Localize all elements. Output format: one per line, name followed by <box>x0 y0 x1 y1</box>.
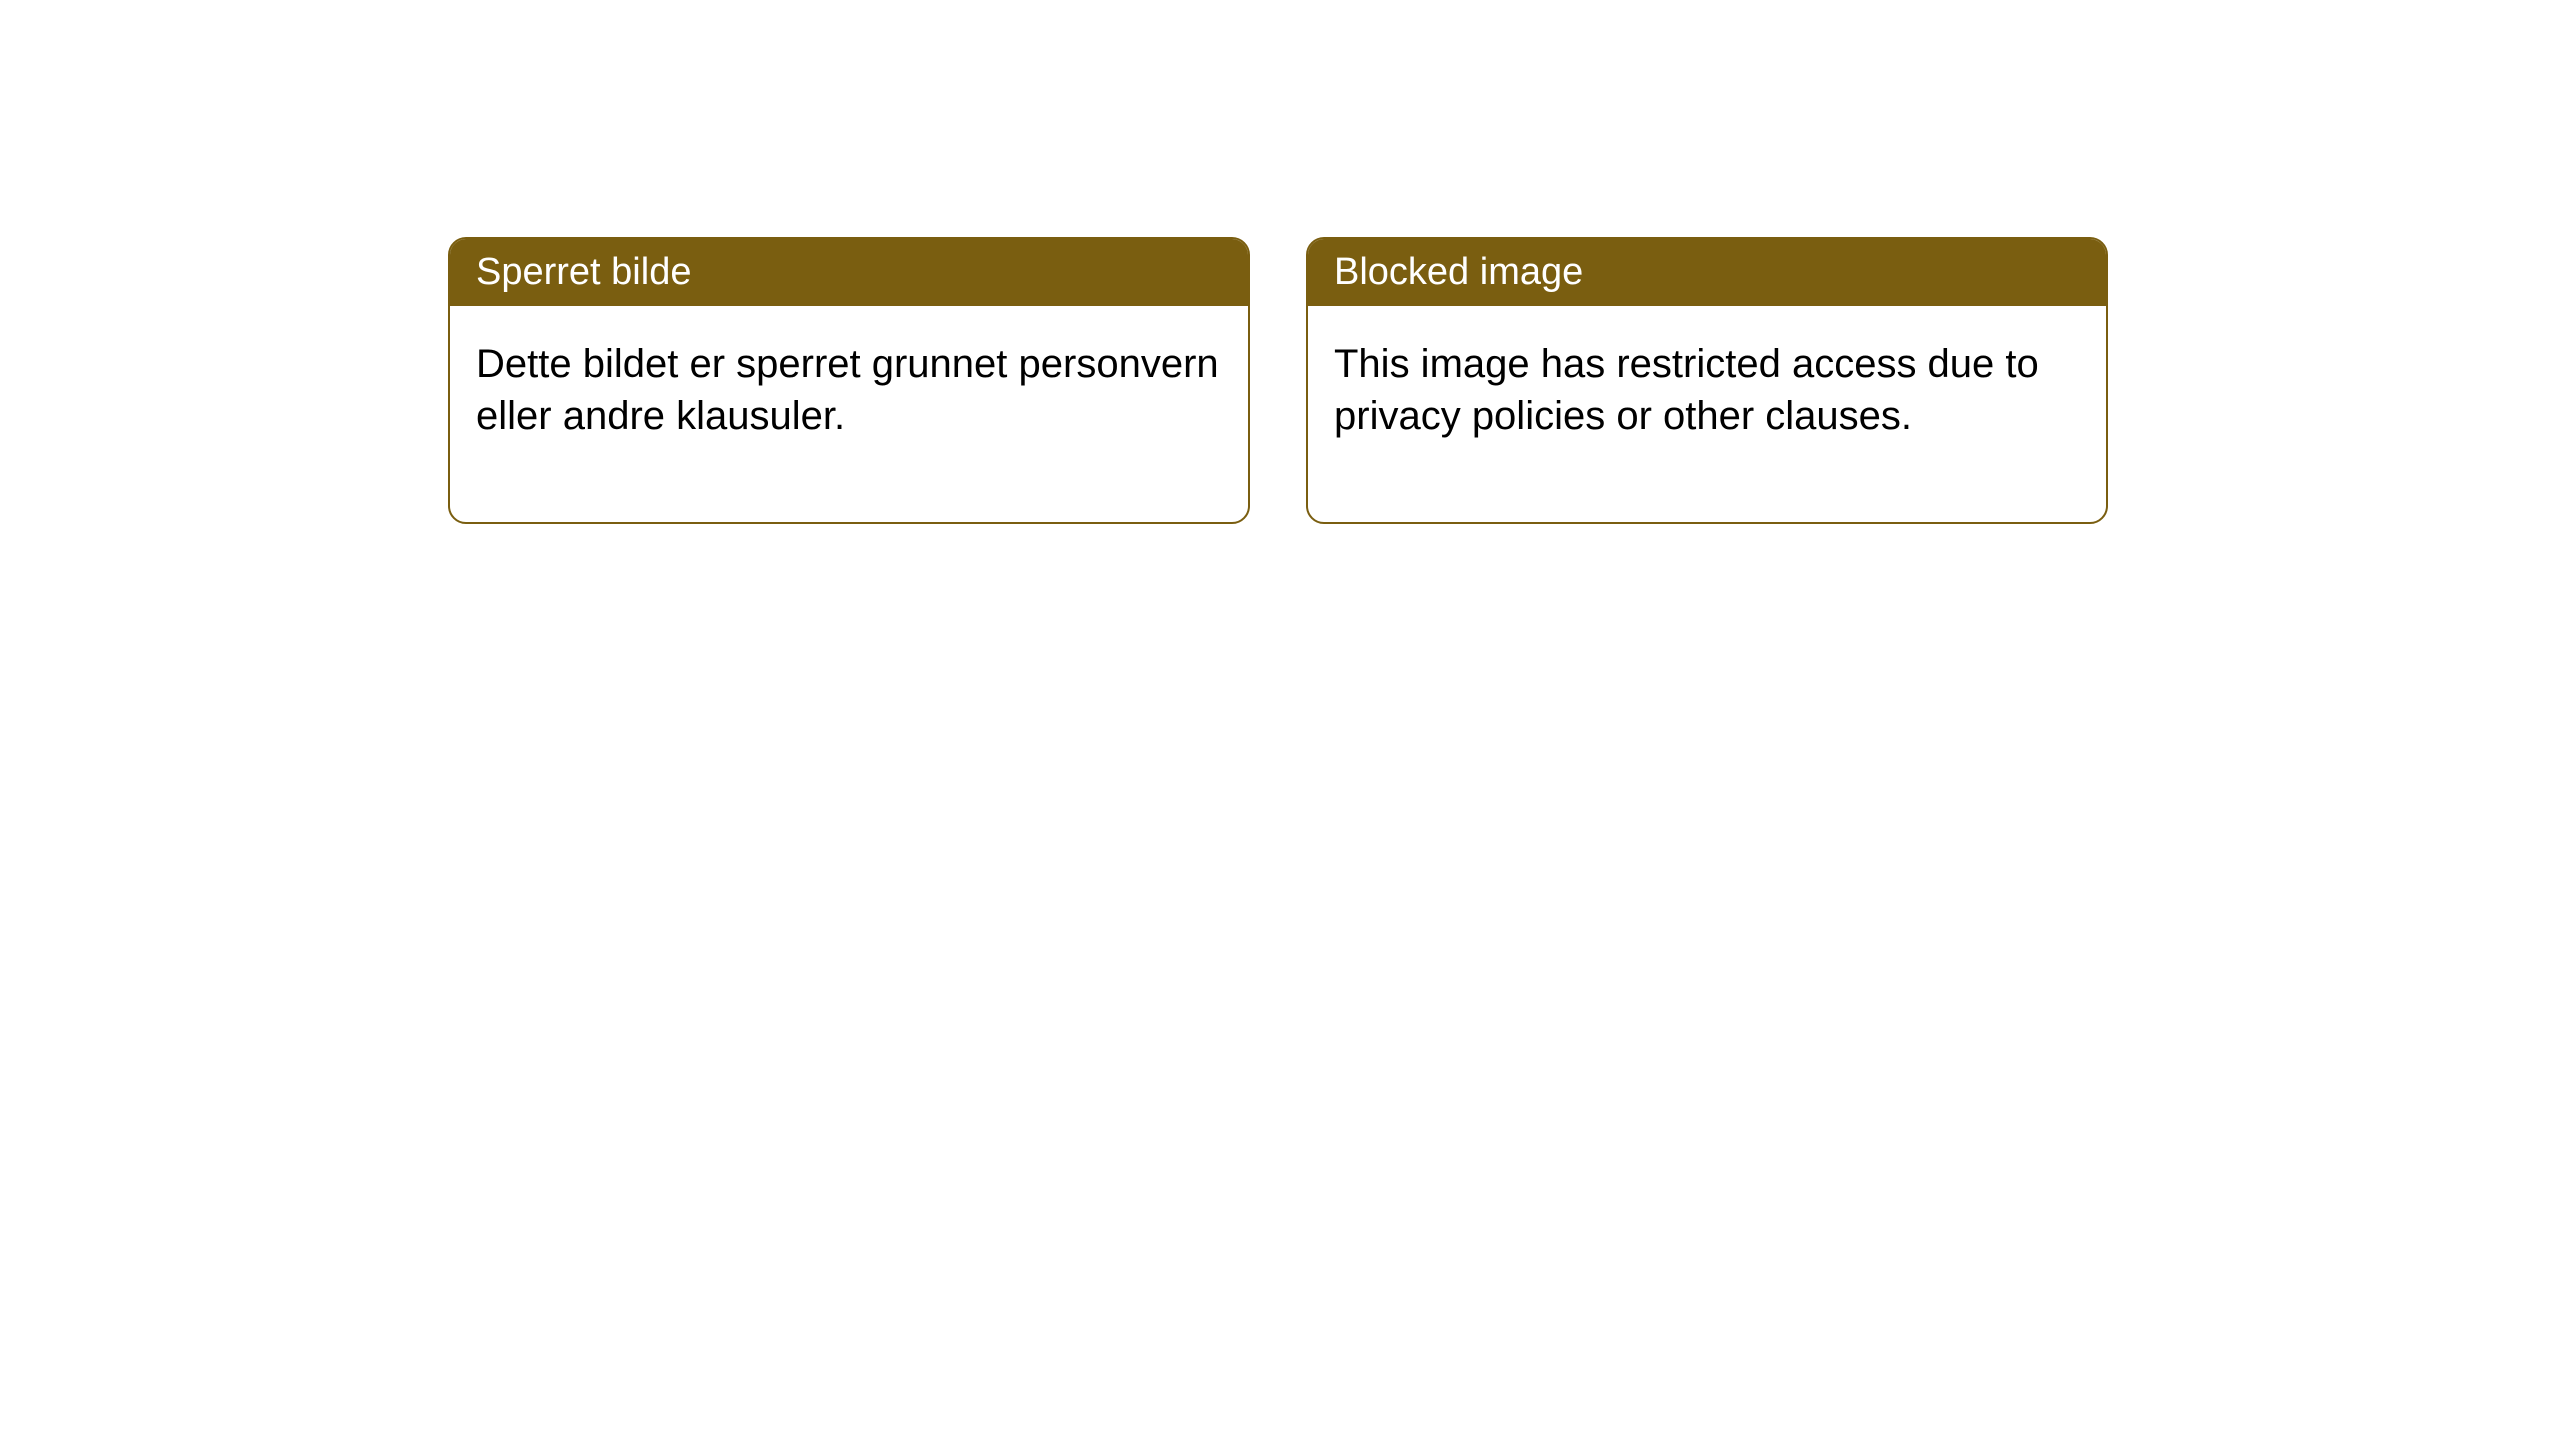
notice-text-no: Dette bildet er sperret grunnet personve… <box>476 342 1219 438</box>
notice-body-no: Dette bildet er sperret grunnet personve… <box>450 306 1248 522</box>
notice-header-en: Blocked image <box>1308 239 2106 306</box>
notice-card-en: Blocked image This image has restricted … <box>1306 237 2108 524</box>
notice-body-en: This image has restricted access due to … <box>1308 306 2106 522</box>
notice-title-en: Blocked image <box>1334 251 1583 293</box>
notice-container: Sperret bilde Dette bildet er sperret gr… <box>448 237 2108 524</box>
notice-header-no: Sperret bilde <box>450 239 1248 306</box>
notice-title-no: Sperret bilde <box>476 251 691 293</box>
notice-text-en: This image has restricted access due to … <box>1334 342 2039 438</box>
notice-card-no: Sperret bilde Dette bildet er sperret gr… <box>448 237 1250 524</box>
